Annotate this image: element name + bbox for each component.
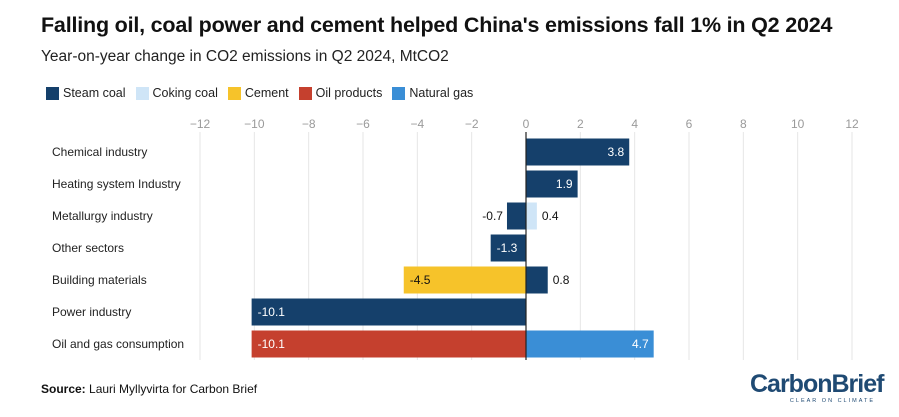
- legend-swatch-coking-coal: [135, 86, 149, 100]
- x-tick-label: 2: [577, 117, 584, 131]
- bar-metallurgy-industry-coking-coal: [526, 202, 537, 230]
- data-label: -10.1: [258, 305, 286, 319]
- source-label: Source:: [41, 382, 86, 396]
- legend-label-cement: Cement: [244, 86, 289, 100]
- category-label-building-materials: Building materials: [52, 273, 147, 287]
- x-tick-label: 10: [791, 117, 805, 131]
- bar-power-industry-steam-coal: [251, 298, 526, 326]
- x-tick-label: 4: [631, 117, 638, 131]
- bar-oil-and-gas-consumption-natural-gas: [526, 330, 654, 358]
- legend-label-oil-products: Oil products: [315, 86, 383, 100]
- legend-label-coking-coal: Coking coal: [152, 86, 218, 100]
- bar-building-materials-steam-coal: [526, 266, 548, 294]
- bar-chemical-industry-steam-coal: [526, 138, 630, 166]
- data-label: -0.7: [482, 209, 503, 223]
- data-label: 3.8: [608, 145, 625, 159]
- x-tick-label: 0: [523, 117, 530, 131]
- data-label: 0.4: [542, 209, 559, 223]
- x-tick-label: −6: [356, 117, 370, 131]
- data-label: 1.9: [556, 177, 573, 191]
- chart-subtitle: Year-on-year change in CO2 emissions in …: [41, 48, 449, 65]
- category-label-other-sectors: Other sectors: [52, 241, 124, 255]
- source-text: Lauri Myllyvirta for Carbon Brief: [89, 382, 258, 396]
- x-tick-label: 12: [845, 117, 859, 131]
- category-label-power-industry: Power industry: [52, 305, 131, 319]
- x-tick-label: −8: [302, 117, 316, 131]
- legend-swatch-natural-gas: [392, 86, 406, 100]
- x-tick-label: 8: [740, 117, 747, 131]
- bar-building-materials-cement: [403, 266, 526, 294]
- legend-swatch-steam-coal: [46, 86, 59, 100]
- x-tick-label: −4: [410, 117, 424, 131]
- x-tick-label: −12: [190, 117, 211, 131]
- legend-item-coking-coal[interactable]: Coking coal: [135, 86, 218, 100]
- legend-item-cement[interactable]: Cement: [227, 86, 289, 100]
- legend-swatch-cement: [227, 86, 241, 100]
- bar-oil-and-gas-consumption-oil-products: [251, 330, 526, 358]
- logo-tagline: CLEAR ON CLIMATE: [789, 398, 875, 404]
- data-label: -4.5: [410, 273, 431, 287]
- legend-item-oil-products[interactable]: Oil products: [298, 86, 383, 100]
- bar-other-sectors-steam-coal: [490, 234, 526, 262]
- bar-metallurgy-industry-steam-coal: [506, 202, 526, 230]
- chart-title: Falling oil, coal power and cement helpe…: [41, 13, 833, 37]
- bar-chart: −12 −10 −8 −6 −4 −2 0 2 4 6 8 10 12 Chemical industry…: [52, 117, 859, 360]
- logo-wordmark: CarbonBrief: [750, 370, 884, 398]
- data-label: -10.1: [258, 337, 286, 351]
- legend-label-natural-gas: Natural gas: [409, 86, 474, 100]
- legend-swatch-oil-products: [298, 86, 312, 100]
- data-label: 0.8: [553, 273, 570, 287]
- category-label-metallurgy-industry: Metallurgy industry: [52, 209, 153, 223]
- source-note: Source: Lauri Myllyvirta for Carbon Brie…: [41, 382, 257, 396]
- category-label-oil-and-gas-consumption: Oil and gas consumption: [52, 337, 184, 351]
- legend-item-natural-gas[interactable]: Natural gas: [392, 86, 473, 100]
- x-tick-label: 6: [686, 117, 693, 131]
- category-label-chemical-industry: Chemical industry: [52, 145, 147, 159]
- category-label-heating-system-industry: Heating system Industry: [52, 177, 181, 191]
- legend-label-steam-coal: Steam coal: [63, 86, 126, 100]
- carbon-brief-logo: CarbonBrief CLEAR ON CLIMATE: [750, 370, 884, 405]
- data-label: -1.3: [497, 241, 518, 255]
- legend: Steam coal Coking coal Cement Oil produc…: [46, 86, 473, 100]
- x-tick-label: −10: [244, 117, 265, 131]
- legend-item-steam-coal[interactable]: Steam coal: [46, 86, 126, 100]
- bar-heating-system-industry-steam-coal: [526, 170, 578, 198]
- x-tick-label: −2: [465, 117, 479, 131]
- data-label: 4.7: [632, 337, 649, 351]
